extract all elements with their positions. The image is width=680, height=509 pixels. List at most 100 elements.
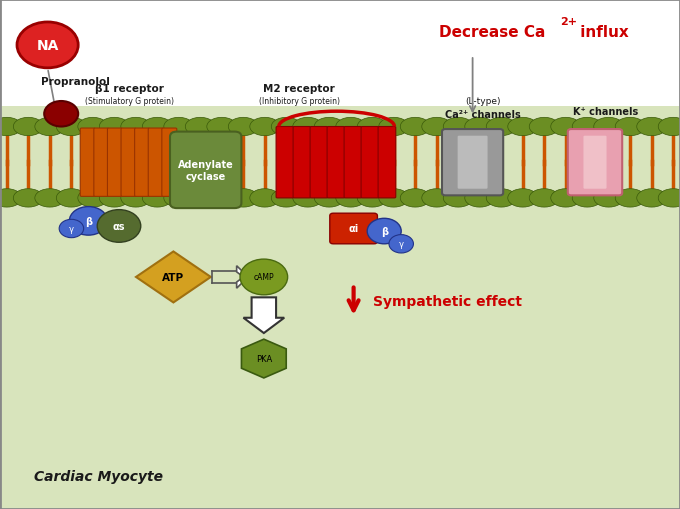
Ellipse shape: [164, 118, 194, 136]
Ellipse shape: [551, 118, 581, 136]
Ellipse shape: [486, 189, 516, 208]
Text: (L-type): (L-type): [465, 97, 500, 106]
FancyBboxPatch shape: [458, 136, 488, 189]
Ellipse shape: [379, 189, 409, 208]
Text: NA: NA: [37, 39, 58, 53]
FancyBboxPatch shape: [378, 127, 396, 199]
FancyBboxPatch shape: [121, 129, 136, 197]
FancyBboxPatch shape: [80, 129, 95, 197]
Text: γ: γ: [398, 240, 404, 249]
Circle shape: [389, 235, 413, 253]
Ellipse shape: [615, 118, 645, 136]
Ellipse shape: [336, 189, 366, 208]
Ellipse shape: [443, 189, 473, 208]
Ellipse shape: [336, 118, 366, 136]
Ellipse shape: [658, 118, 680, 136]
FancyBboxPatch shape: [107, 129, 122, 197]
FancyBboxPatch shape: [327, 127, 345, 199]
Text: β1 receptor: β1 receptor: [95, 84, 164, 94]
Ellipse shape: [422, 118, 452, 136]
Text: β: β: [381, 227, 388, 237]
FancyBboxPatch shape: [162, 129, 177, 197]
Ellipse shape: [56, 189, 86, 208]
Ellipse shape: [594, 118, 624, 136]
Ellipse shape: [121, 189, 151, 208]
Ellipse shape: [56, 118, 86, 136]
Ellipse shape: [401, 189, 430, 208]
Ellipse shape: [228, 118, 258, 136]
Text: ATP: ATP: [163, 272, 184, 282]
Text: Cardiac Myocyte: Cardiac Myocyte: [34, 470, 163, 484]
Ellipse shape: [615, 189, 645, 208]
Ellipse shape: [594, 189, 624, 208]
FancyBboxPatch shape: [310, 127, 328, 199]
Ellipse shape: [142, 189, 172, 208]
Ellipse shape: [508, 189, 538, 208]
Ellipse shape: [293, 118, 323, 136]
Ellipse shape: [78, 189, 107, 208]
Circle shape: [44, 102, 78, 127]
Polygon shape: [241, 340, 286, 378]
Ellipse shape: [464, 189, 494, 208]
Ellipse shape: [121, 118, 151, 136]
Ellipse shape: [99, 118, 129, 136]
Ellipse shape: [401, 118, 430, 136]
Circle shape: [69, 207, 107, 236]
Bar: [0, 107, 680, 509]
Text: Adenylate
cyclase: Adenylate cyclase: [177, 160, 233, 181]
Ellipse shape: [35, 189, 65, 208]
Ellipse shape: [529, 118, 559, 136]
FancyBboxPatch shape: [330, 214, 377, 244]
Text: β: β: [85, 216, 92, 227]
Text: αi: αi: [348, 224, 359, 234]
Ellipse shape: [357, 118, 387, 136]
Ellipse shape: [14, 189, 44, 208]
Ellipse shape: [186, 189, 216, 208]
Ellipse shape: [186, 118, 216, 136]
Text: (Stimulatory G protein): (Stimulatory G protein): [85, 97, 173, 106]
Ellipse shape: [142, 118, 172, 136]
Ellipse shape: [207, 189, 237, 208]
FancyBboxPatch shape: [94, 129, 109, 197]
Circle shape: [367, 219, 401, 244]
Text: 2+: 2+: [560, 17, 577, 27]
Text: cAMP: cAMP: [254, 273, 274, 282]
Text: γ: γ: [69, 224, 74, 234]
Text: Propranolol: Propranolol: [41, 76, 109, 87]
FancyBboxPatch shape: [135, 129, 150, 197]
Ellipse shape: [314, 189, 344, 208]
Ellipse shape: [508, 118, 538, 136]
FancyBboxPatch shape: [148, 129, 163, 197]
Circle shape: [59, 220, 84, 238]
Ellipse shape: [78, 118, 107, 136]
Ellipse shape: [271, 189, 301, 208]
Ellipse shape: [529, 189, 559, 208]
FancyBboxPatch shape: [293, 127, 311, 199]
FancyBboxPatch shape: [344, 127, 362, 199]
Polygon shape: [136, 252, 211, 303]
Ellipse shape: [314, 118, 344, 136]
Text: (Inhibitory G protein): (Inhibitory G protein): [258, 97, 340, 106]
Ellipse shape: [636, 189, 666, 208]
Ellipse shape: [207, 118, 237, 136]
Ellipse shape: [0, 118, 22, 136]
Ellipse shape: [293, 189, 323, 208]
FancyBboxPatch shape: [583, 136, 607, 189]
FancyBboxPatch shape: [568, 130, 622, 196]
FancyBboxPatch shape: [361, 127, 379, 199]
Text: Decrease Ca: Decrease Ca: [439, 25, 545, 40]
Ellipse shape: [271, 118, 301, 136]
Ellipse shape: [164, 189, 194, 208]
FancyBboxPatch shape: [170, 132, 241, 209]
Ellipse shape: [636, 118, 666, 136]
Polygon shape: [243, 298, 284, 333]
Text: M2 receptor: M2 receptor: [263, 84, 335, 94]
Text: αs: αs: [113, 221, 125, 232]
Ellipse shape: [573, 118, 602, 136]
Ellipse shape: [379, 118, 409, 136]
Text: K⁺ channels: K⁺ channels: [573, 107, 638, 117]
Circle shape: [97, 210, 141, 243]
FancyBboxPatch shape: [442, 130, 503, 196]
Ellipse shape: [250, 189, 279, 208]
Text: Ca²⁺ channels: Ca²⁺ channels: [445, 109, 521, 120]
